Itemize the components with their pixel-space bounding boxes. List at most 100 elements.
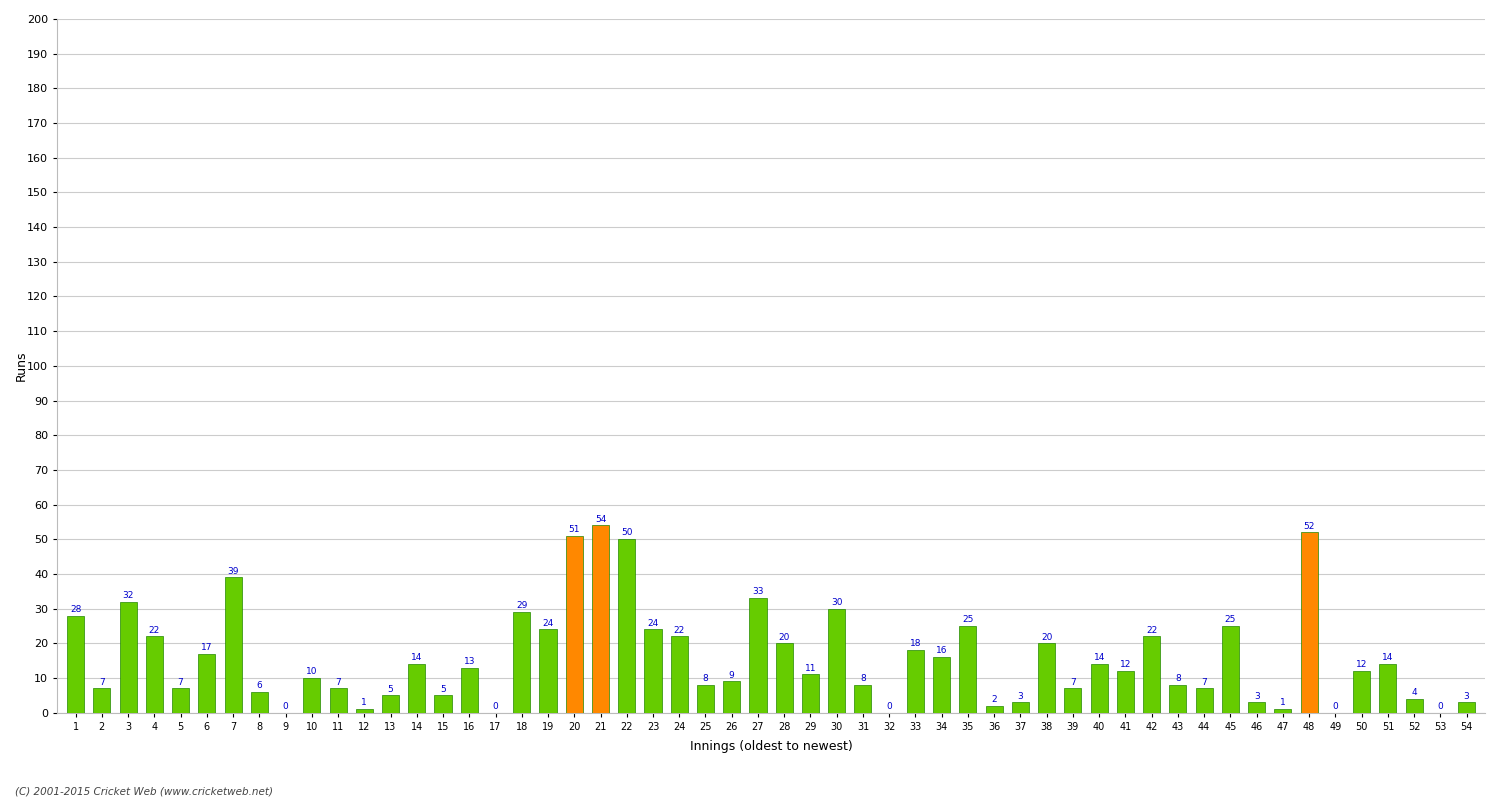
Text: 32: 32 — [123, 591, 134, 600]
Bar — [382, 695, 399, 713]
Text: 51: 51 — [568, 525, 580, 534]
Text: 8: 8 — [859, 674, 865, 683]
Text: 5: 5 — [440, 685, 446, 694]
Text: 22: 22 — [1146, 626, 1158, 634]
Bar — [303, 678, 321, 713]
Bar — [750, 598, 766, 713]
Text: 30: 30 — [831, 598, 843, 607]
Text: 14: 14 — [411, 654, 423, 662]
Bar — [592, 526, 609, 713]
Bar — [1143, 636, 1160, 713]
Bar — [1222, 626, 1239, 713]
Text: 16: 16 — [936, 646, 948, 655]
Text: 1: 1 — [362, 698, 368, 707]
Bar — [1406, 698, 1422, 713]
Bar — [68, 615, 84, 713]
Text: 17: 17 — [201, 643, 213, 652]
Bar — [1118, 671, 1134, 713]
Text: 29: 29 — [516, 602, 528, 610]
Bar — [1196, 688, 1212, 713]
Text: 25: 25 — [1224, 615, 1236, 624]
Text: 7: 7 — [1202, 678, 1208, 686]
Bar — [146, 636, 164, 713]
Bar — [1275, 709, 1292, 713]
Bar — [960, 626, 976, 713]
Bar — [1248, 702, 1264, 713]
Bar — [986, 706, 1002, 713]
Text: 3: 3 — [1254, 691, 1260, 701]
Bar — [645, 630, 662, 713]
Bar — [172, 688, 189, 713]
Bar — [566, 536, 584, 713]
Text: 5: 5 — [387, 685, 393, 694]
Bar — [408, 664, 426, 713]
Bar — [1458, 702, 1474, 713]
Bar — [330, 688, 346, 713]
Text: 0: 0 — [282, 702, 288, 711]
Bar — [670, 636, 688, 713]
Bar — [1013, 702, 1029, 713]
Bar — [802, 674, 819, 713]
Y-axis label: Runs: Runs — [15, 350, 28, 381]
Text: 22: 22 — [674, 626, 686, 634]
Bar — [618, 539, 636, 713]
Bar — [828, 609, 844, 713]
Bar — [1090, 664, 1107, 713]
Text: 0: 0 — [1437, 702, 1443, 711]
Bar — [460, 667, 478, 713]
Text: 33: 33 — [752, 587, 764, 597]
Text: 14: 14 — [1094, 654, 1106, 662]
Text: 11: 11 — [804, 664, 816, 673]
Bar — [513, 612, 531, 713]
Text: 2: 2 — [992, 695, 998, 704]
Text: 24: 24 — [648, 618, 658, 628]
Bar — [120, 602, 136, 713]
Text: 8: 8 — [1174, 674, 1180, 683]
Text: 3: 3 — [1464, 691, 1470, 701]
Bar — [198, 654, 216, 713]
Text: 52: 52 — [1304, 522, 1316, 530]
Text: 39: 39 — [228, 566, 238, 576]
Text: 7: 7 — [334, 678, 340, 686]
Bar — [1038, 643, 1054, 713]
Text: 54: 54 — [596, 514, 606, 524]
Bar — [776, 643, 794, 713]
Bar — [1353, 671, 1370, 713]
Text: 24: 24 — [543, 618, 554, 628]
Bar — [251, 692, 268, 713]
Bar — [1300, 532, 1317, 713]
Bar — [356, 709, 374, 713]
Text: 7: 7 — [99, 678, 105, 686]
Text: 12: 12 — [1356, 660, 1368, 670]
Text: 18: 18 — [909, 639, 921, 649]
Bar — [1170, 685, 1186, 713]
Text: 12: 12 — [1119, 660, 1131, 670]
Text: 0: 0 — [1332, 702, 1338, 711]
Bar — [93, 688, 111, 713]
Text: 10: 10 — [306, 667, 318, 676]
X-axis label: Innings (oldest to newest): Innings (oldest to newest) — [690, 740, 852, 753]
Text: 3: 3 — [1017, 691, 1023, 701]
Text: 4: 4 — [1412, 688, 1418, 697]
Text: 20: 20 — [1041, 633, 1053, 642]
Bar — [225, 578, 242, 713]
Text: 1: 1 — [1280, 698, 1286, 707]
Text: 22: 22 — [148, 626, 160, 634]
Text: 28: 28 — [70, 605, 81, 614]
Text: 14: 14 — [1382, 654, 1394, 662]
Bar — [540, 630, 556, 713]
Bar — [435, 695, 451, 713]
Bar — [698, 685, 714, 713]
Text: 7: 7 — [1070, 678, 1076, 686]
Bar — [855, 685, 871, 713]
Text: 50: 50 — [621, 529, 633, 538]
Text: 20: 20 — [778, 633, 790, 642]
Text: 6: 6 — [256, 681, 262, 690]
Text: (C) 2001-2015 Cricket Web (www.cricketweb.net): (C) 2001-2015 Cricket Web (www.cricketwe… — [15, 786, 273, 796]
Text: 0: 0 — [886, 702, 892, 711]
Bar — [933, 657, 950, 713]
Text: 25: 25 — [963, 615, 974, 624]
Bar — [1380, 664, 1396, 713]
Text: 0: 0 — [492, 702, 498, 711]
Text: 8: 8 — [702, 674, 708, 683]
